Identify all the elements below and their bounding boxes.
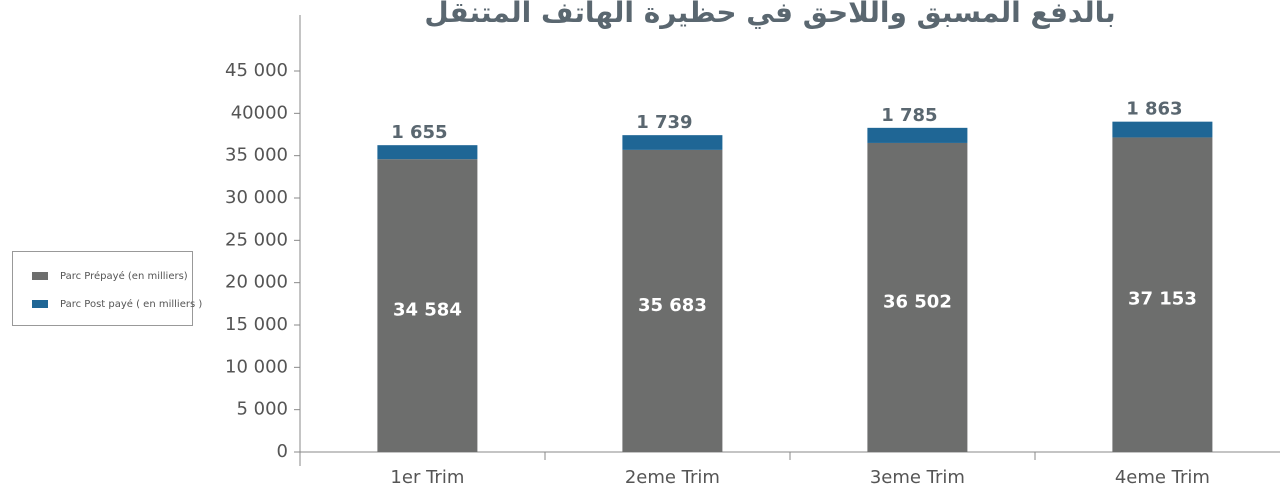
y-tick-label: 35 000	[225, 145, 288, 166]
y-tick-label: 45 000	[225, 60, 288, 81]
bar-segment	[377, 145, 478, 160]
legend-box	[12, 251, 193, 326]
legend-swatch	[32, 272, 48, 280]
chart-title: بالدفع المسبق واللاحق في حظيرة الهاتف ال…	[424, 0, 1115, 29]
bar-segment	[1112, 137, 1213, 452]
bar-segment	[1112, 121, 1213, 138]
bar-segment	[622, 149, 723, 453]
value-label: 1 785	[881, 105, 937, 126]
value-label: 1 739	[636, 112, 692, 133]
x-tick-label: 3eme Trim	[870, 467, 965, 487]
y-tick-label: 25 000	[225, 229, 288, 250]
value-label: 35 683	[638, 295, 707, 316]
value-label: 36 502	[883, 291, 952, 312]
y-tick-label: 15 000	[225, 314, 288, 335]
y-tick-label: 20 000	[225, 272, 288, 293]
bar-segment	[377, 159, 478, 453]
x-tick-label: 4eme Trim	[1115, 467, 1210, 487]
bar-segment	[867, 127, 968, 143]
y-tick-label: 5 000	[236, 399, 288, 420]
x-tick-label: 2eme Trim	[625, 467, 720, 487]
x-tick-label: 1er Trim	[390, 467, 464, 487]
y-tick-label: 30 000	[225, 187, 288, 208]
legend-text: Parc Post payé ( en milliers )	[60, 298, 202, 310]
y-tick-label: 0	[277, 441, 288, 462]
bar-segment	[622, 135, 723, 150]
value-label: 34 584	[393, 300, 462, 321]
value-label: 1 863	[1126, 99, 1182, 120]
value-label: 37 153	[1128, 289, 1197, 310]
y-tick-label: 10 000	[225, 356, 288, 377]
bar-segment	[867, 142, 968, 452]
y-tick-label: 40000	[231, 102, 288, 123]
legend-swatch	[32, 300, 48, 308]
value-label: 1 655	[391, 122, 447, 143]
legend-text: Parc Prépayé (en milliers)	[60, 270, 188, 282]
